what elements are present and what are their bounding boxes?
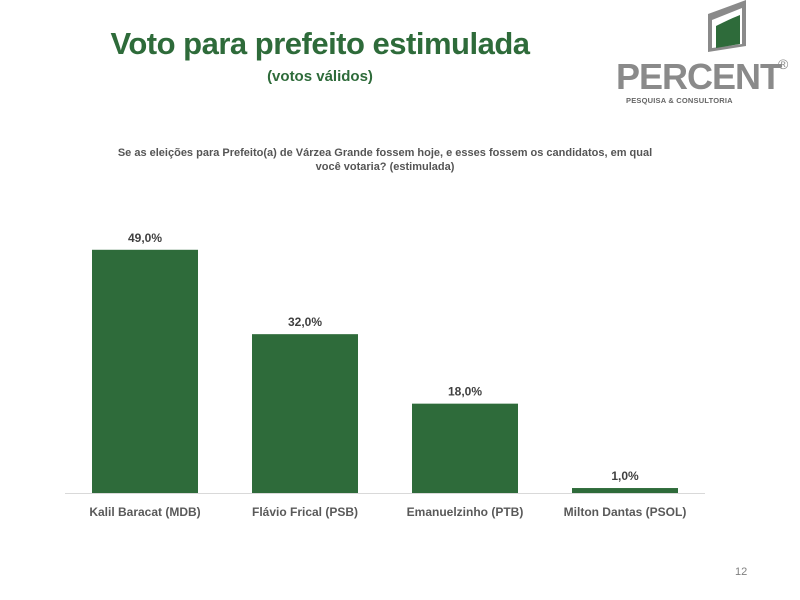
bar-2 [412, 403, 518, 493]
data-label-3: 1,0% [611, 469, 639, 483]
survey-question: Se as eleições para Prefeito(a) de Várze… [117, 147, 653, 173]
bar-chart: 49,0% Kalil Baracat (MDB) 32,0% Flávio Fric… [65, 231, 705, 519]
logo-emblem-icon [708, 0, 746, 52]
logo-registered-mark: ® [778, 56, 789, 72]
page-number: 12 [735, 566, 748, 578]
logo-wordmark: PERCENT [616, 56, 782, 97]
bar-0 [92, 249, 198, 493]
logo-tagline: PESQUISA & CONSULTORIA [626, 96, 733, 105]
percent-logo: PERCENT ® PESQUISA & CONSULTORIA [612, 0, 800, 110]
bar-1 [252, 334, 358, 493]
page-subtitle: (votos válidos) [267, 68, 373, 85]
category-label-2: Emanuelzinho (PTB) [407, 505, 524, 519]
bar-3 [572, 488, 678, 493]
category-label-1: Flávio Frical (PSB) [252, 505, 358, 519]
data-label-0: 49,0% [128, 231, 162, 245]
page-title: Voto para prefeito estimulada [110, 26, 530, 61]
category-label-3: Milton Dantas (PSOL) [564, 505, 687, 519]
data-label-2: 18,0% [448, 385, 482, 399]
category-label-0: Kalil Baracat (MDB) [89, 505, 200, 519]
data-label-1: 32,0% [288, 315, 322, 329]
